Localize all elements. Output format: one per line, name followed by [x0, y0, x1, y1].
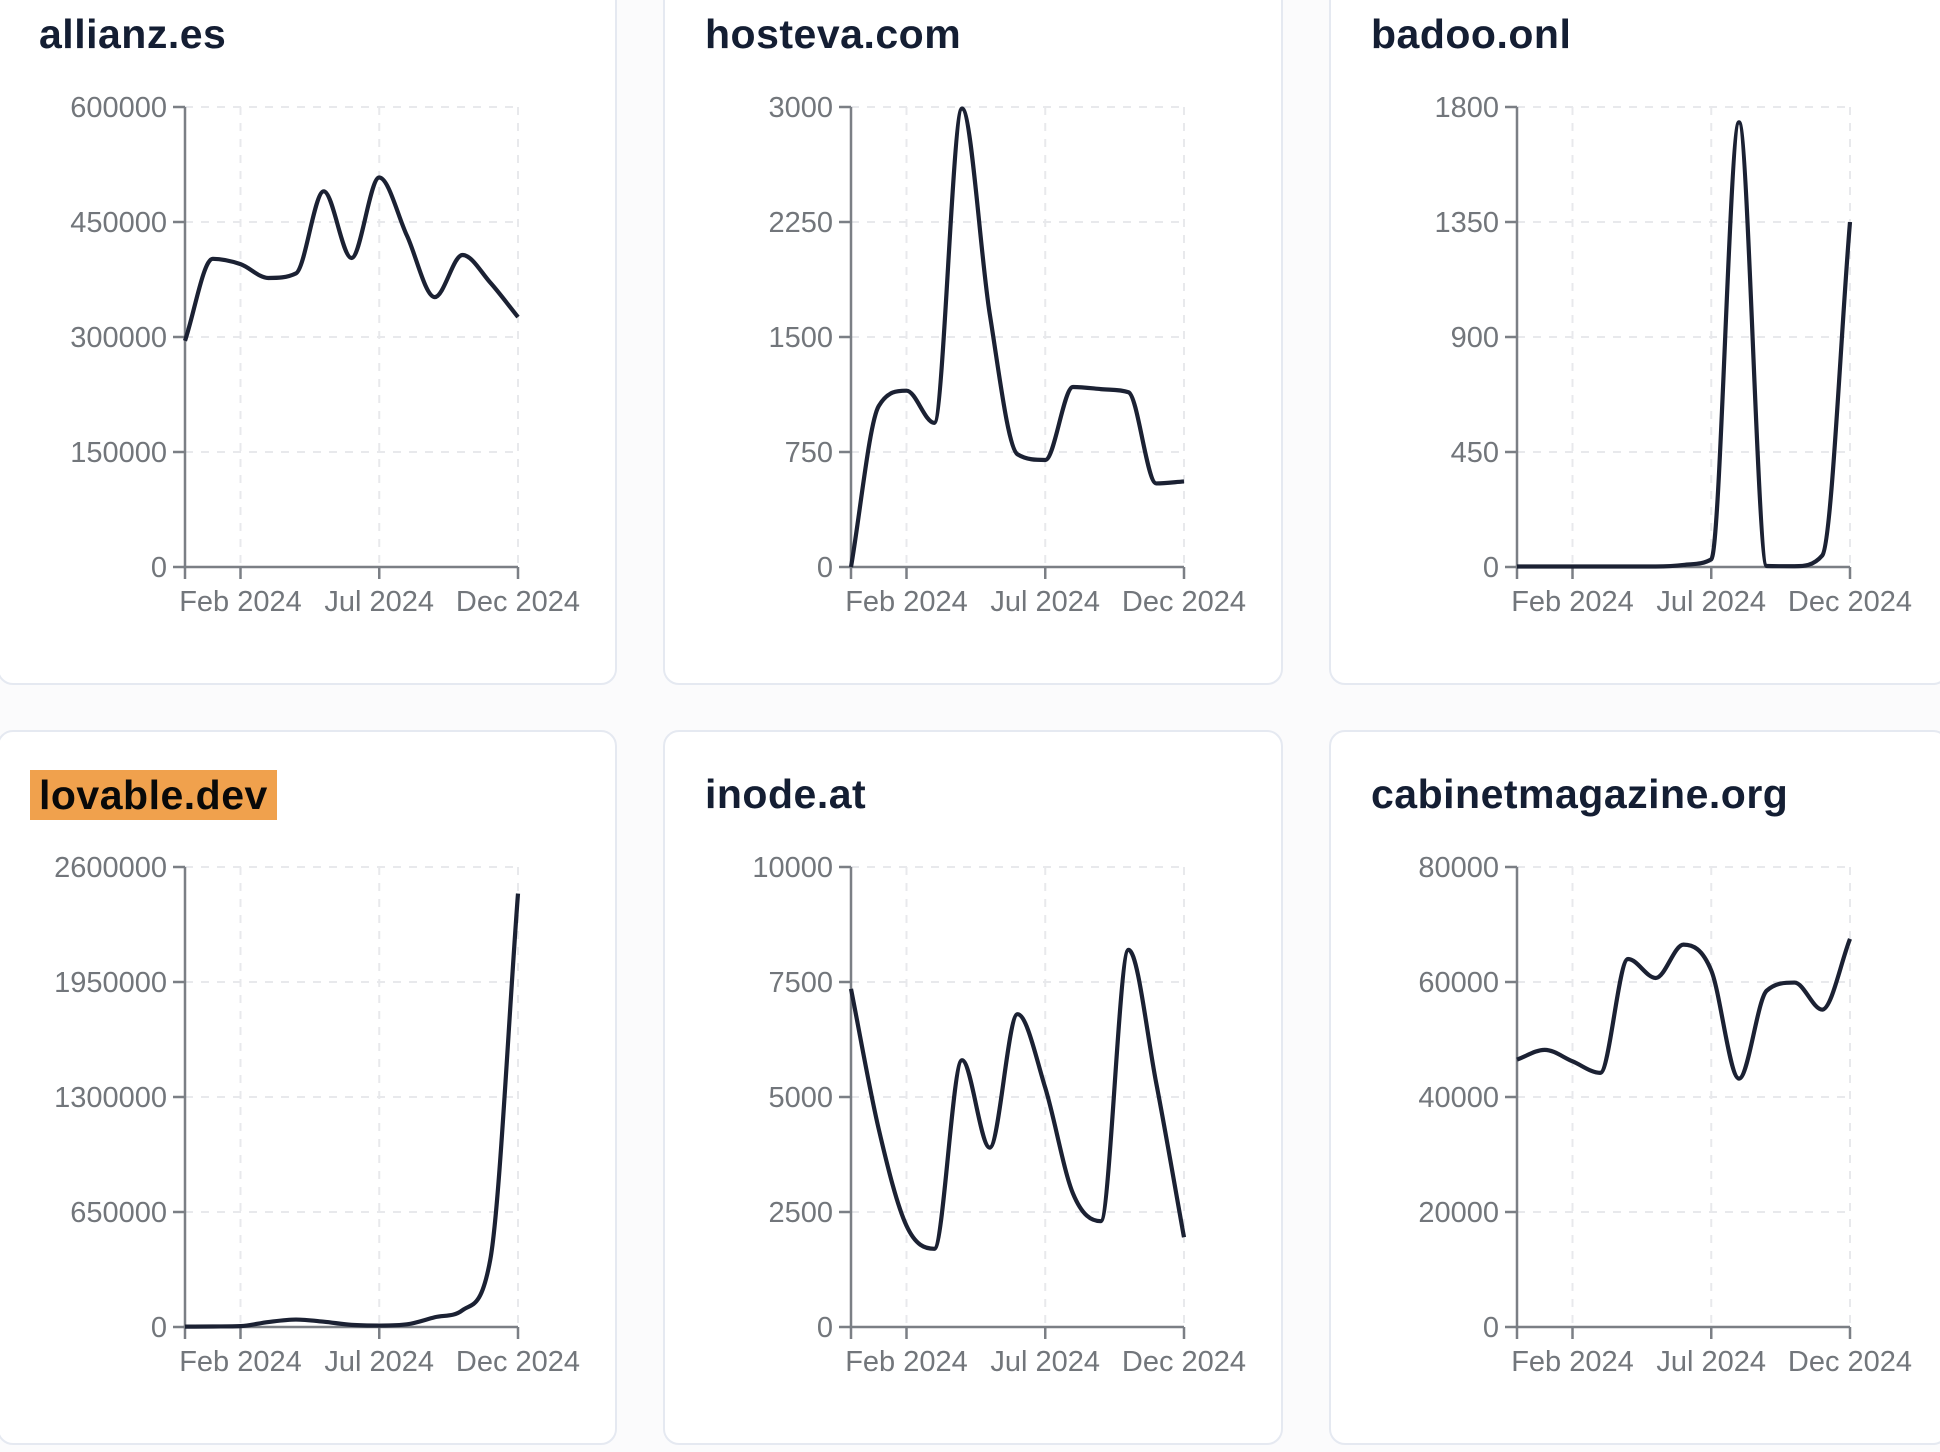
- series-line: [183, 175, 520, 342]
- domain-card-lovable-dev: lovable.dev 0 650000 1300000 1950000 2600000…: [0, 730, 617, 1445]
- x-tick-label: Dec 2024: [1122, 1346, 1246, 1378]
- y-tick-label: 750: [785, 437, 833, 469]
- y-tick-label: 2500: [768, 1197, 833, 1229]
- domain-title: lovable.dev: [30, 770, 615, 820]
- y-tick-label: 900: [1451, 322, 1499, 354]
- x-tick-label: Feb 2024: [845, 1346, 968, 1378]
- y-tick-label: 650000: [70, 1197, 167, 1229]
- domain-card-inode-at: inode.at 0 2500 5000 7500 10000 Feb 2024 Jul 2…: [663, 730, 1283, 1445]
- y-tick-label: 60000: [1418, 967, 1499, 999]
- x-tick-label: Dec 2024: [1788, 1346, 1912, 1378]
- y-tick-label: 450: [1451, 437, 1499, 469]
- y-tick-label: 3000: [768, 92, 833, 124]
- domain-title: inode.at: [705, 770, 1281, 818]
- y-tick-label: 0: [1483, 1312, 1499, 1344]
- x-tick-label: Jul 2024: [990, 1346, 1100, 1378]
- traffic-line-chart: 0 150000 300000 450000 600000 Feb 2024 Jul 202…: [70, 92, 580, 618]
- traffic-line-chart: 0 650000 1300000 1950000 2600000 Feb 2024 Jul …: [54, 852, 580, 1378]
- y-tick-label: 40000: [1418, 1082, 1499, 1114]
- domain-title-text: allianz.es: [39, 11, 227, 57]
- y-tick-label: 1350: [1434, 207, 1499, 239]
- domain-card-cabinetmagazine-org: cabinetmagazine.org 0 20000 40000 60000 8000…: [1329, 730, 1940, 1445]
- y-tick-label: 2250: [768, 207, 833, 239]
- traffic-line-chart: 0 2500 5000 7500 10000 Feb 2024 Jul 2024 Dec 20…: [752, 852, 1246, 1378]
- x-tick-label: Feb 2024: [179, 1346, 302, 1378]
- y-tick-label: 7500: [768, 967, 833, 999]
- traffic-line-chart: 0 750 1500 2250 3000 Feb 2024 Jul 2024 Dec 2024: [768, 92, 1246, 618]
- y-tick-label: 0: [151, 552, 167, 584]
- domain-card-hosteva-com: hosteva.com 0 750 1500 2250 3000 Feb 2024 Jul …: [663, 0, 1283, 685]
- x-tick-label: Feb 2024: [1511, 586, 1634, 618]
- y-tick-label: 300000: [70, 322, 167, 354]
- x-tick-label: Feb 2024: [179, 586, 302, 618]
- y-tick-label: 2600000: [54, 852, 167, 884]
- series-line: [848, 106, 1185, 568]
- y-tick-label: 1950000: [54, 967, 167, 999]
- series-line: [848, 947, 1187, 1251]
- y-tick-label: 80000: [1418, 852, 1499, 884]
- domain-card-badoo-onl: badoo.onl 0 450 900 1350 1800 Feb 2024 Jul 202…: [1329, 0, 1940, 685]
- x-tick-label: Jul 2024: [324, 1346, 434, 1378]
- domain-title-text: lovable.dev: [30, 770, 277, 820]
- y-tick-label: 20000: [1418, 1197, 1499, 1229]
- domain-title: hosteva.com: [705, 10, 1281, 58]
- series-line: [1516, 938, 1852, 1081]
- y-tick-label: 0: [151, 1312, 167, 1344]
- x-tick-label: Jul 2024: [1656, 586, 1766, 618]
- series-line: [1516, 120, 1853, 569]
- y-tick-label: 600000: [70, 92, 167, 124]
- domain-title-text: inode.at: [705, 771, 867, 817]
- y-tick-label: 1500: [768, 322, 833, 354]
- y-tick-label: 0: [1483, 552, 1499, 584]
- x-tick-label: Jul 2024: [1656, 1346, 1766, 1378]
- domain-title: cabinetmagazine.org: [1371, 770, 1940, 818]
- y-tick-label: 1800: [1434, 92, 1499, 124]
- y-tick-label: 10000: [752, 852, 833, 884]
- y-tick-label: 450000: [70, 207, 167, 239]
- domain-title-text: hosteva.com: [705, 11, 962, 57]
- traffic-line-chart: 0 20000 40000 60000 80000 Feb 2024 Jul 2024 Dec…: [1418, 852, 1912, 1378]
- y-tick-label: 5000: [768, 1082, 833, 1114]
- y-tick-label: 150000: [70, 437, 167, 469]
- y-tick-label: 1300000: [54, 1082, 167, 1114]
- x-tick-label: Dec 2024: [1122, 586, 1246, 618]
- x-tick-label: Dec 2024: [1788, 586, 1912, 618]
- x-tick-label: Dec 2024: [456, 1346, 580, 1378]
- x-tick-label: Jul 2024: [990, 586, 1100, 618]
- x-tick-label: Dec 2024: [456, 586, 580, 618]
- domain-title-text: badoo.onl: [1371, 11, 1572, 57]
- x-tick-label: Jul 2024: [324, 586, 434, 618]
- domain-title: badoo.onl: [1371, 10, 1940, 58]
- domain-title: allianz.es: [39, 10, 615, 58]
- x-tick-label: Feb 2024: [1511, 1346, 1634, 1378]
- domain-card-allianz-es: allianz.es 0 150000 300000 450000 600000 Feb …: [0, 0, 617, 685]
- y-tick-label: 0: [817, 552, 833, 584]
- series-line: [184, 893, 521, 1329]
- y-tick-label: 0: [817, 1312, 833, 1344]
- traffic-line-chart: 0 450 900 1350 1800 Feb 2024 Jul 2024 Dec 2024: [1434, 92, 1912, 618]
- x-tick-label: Feb 2024: [845, 586, 968, 618]
- domain-title-text: cabinetmagazine.org: [1371, 771, 1789, 817]
